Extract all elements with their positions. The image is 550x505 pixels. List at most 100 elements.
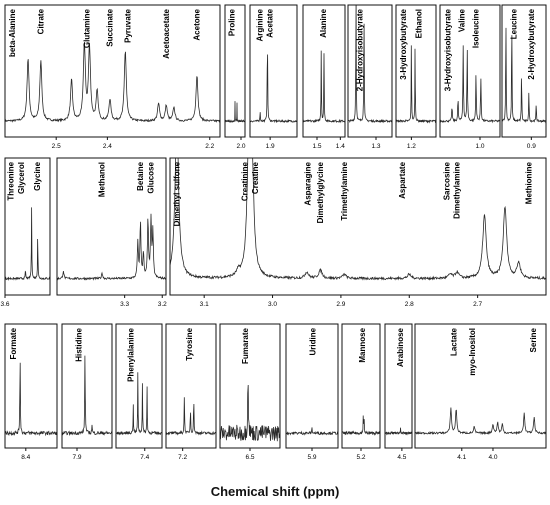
spectrum-line (62, 355, 112, 437)
spectrum-panel: 4.5 Arabinose (384, 323, 413, 461)
metabolite-label: Arginine (256, 8, 265, 41)
spectrum-line (5, 207, 50, 281)
tick-label: 2.4 (103, 143, 112, 150)
spectrum-line (225, 101, 245, 124)
tick-label: 0.9 (527, 143, 536, 150)
panel-frame (439, 4, 501, 138)
tick-label: 1.4 (336, 143, 345, 150)
metabolite-label: Alanine (319, 8, 328, 37)
tick-label: 2.9 (336, 301, 345, 308)
metabolite-label: 2-Hydroxyisobutyrate (356, 8, 365, 91)
metabolite-label: Leucine (510, 8, 519, 39)
tick-label: 7.4 (140, 454, 149, 461)
spectrum-line (116, 372, 162, 436)
metabolite-label: Serine (529, 327, 538, 352)
metabolite-label: Formate (9, 327, 18, 359)
panel-frame (302, 4, 346, 138)
spectrum-panel: 0.9 Leucine 2-Hydroxybutyrate (501, 4, 547, 150)
metabolite-label: Citrate (36, 8, 45, 34)
spectrum-line (348, 5, 392, 124)
spectrum-panel: 7.2 Tyrosine (165, 323, 217, 461)
spectrum-line (250, 54, 297, 124)
metabolite-label: Sarcosine (442, 161, 451, 200)
metabolite-label: Acetate (266, 8, 275, 37)
metabolite-label: Tyrosine (185, 327, 194, 360)
metabolite-label: Dimethyl sulfone (172, 161, 181, 226)
metabolite-label: Dimethylamine (453, 161, 462, 218)
metabolite-label: myo-Inositol (468, 328, 477, 376)
panel-frame (414, 323, 547, 449)
tick-label: 3.0 (268, 301, 277, 308)
spectrum-panel: 3.1 3.0 2.9 2.8 2.7 Dimethyl sulfone Creatinin… (169, 157, 547, 308)
spectrum-line (385, 427, 412, 436)
spectrum-panel: 3.3 3.2 Methanol Betaine Glucose (56, 157, 167, 308)
metabolite-label: Proline (228, 8, 237, 36)
metabolite-label: Creatinine (241, 161, 250, 201)
tick-label: 1.5 (312, 143, 321, 150)
metabolite-label: Histidine (75, 327, 84, 361)
spectrum-panel: 8.4 Formate (4, 323, 58, 461)
metabolite-label: 3-Hydroxyisobutyrate (444, 8, 453, 91)
spectrum-panel: 1.0 3-Hydroxyisobutyrate Valine Isoleucine (439, 4, 501, 150)
panel-frame (395, 4, 437, 138)
metabolite-label: Isoleucine (472, 8, 481, 48)
spectrum-line (303, 50, 345, 124)
x-axis-title: Chemical shift (ppm) (210, 484, 340, 499)
tick-label: 3.1 (200, 301, 209, 308)
spectrum-line (5, 42, 220, 123)
metabolite-label: Lactate (450, 327, 459, 356)
tick-label: 1.2 (407, 143, 416, 150)
metabolite-label: Fumarate (241, 327, 250, 364)
tick-label: 2.8 (405, 301, 414, 308)
metabolite-label: Phenylalanine (127, 327, 136, 381)
spectrum-panel: 5.2 Mannose (341, 323, 381, 461)
tick-label: 4.1 (457, 454, 466, 461)
spectrum-line (220, 384, 280, 442)
tick-label: 3.2 (158, 301, 167, 308)
tick-label: 4.5 (397, 454, 406, 461)
metabolite-label: Acetoacetate (162, 9, 171, 59)
panel-frame (56, 157, 167, 296)
metabolite-label: Dimethylglycine (316, 161, 325, 223)
tick-label: 1.3 (371, 143, 380, 150)
spectrum-line (166, 397, 216, 436)
metabolite-label: Glucose (147, 161, 156, 193)
metabolite-label: beta-Alanine (8, 8, 17, 57)
metabolite-label: Asparagine (304, 161, 313, 205)
tick-label: 1.9 (266, 143, 275, 150)
tick-label: 7.2 (178, 454, 187, 461)
spectrum-line (342, 415, 380, 436)
metabolite-label: Mannose (358, 327, 367, 362)
spectrum-panel: 7.9 Histidine (61, 323, 113, 461)
metabolite-label: Acetone (193, 8, 202, 40)
spectrum-line (396, 45, 436, 124)
metabolite-label: Arabinose (396, 327, 405, 367)
tick-label: 8.4 (21, 454, 30, 461)
spectrum-line (286, 427, 338, 436)
tick-label: 2.7 (473, 301, 482, 308)
spectrum-line (502, 27, 546, 124)
panel-frame (501, 4, 547, 138)
metabolite-label: Glutamine (82, 8, 91, 48)
metabolite-label: Trimethylamine (340, 161, 349, 220)
tick-label: 3.3 (120, 301, 129, 308)
metabolite-label: Betaine (136, 161, 145, 190)
metabolite-label: Threonine (7, 161, 16, 200)
panel-frame (61, 323, 113, 449)
tick-label: 2.0 (236, 143, 245, 150)
metabolite-label: Succinate (105, 8, 114, 46)
tick-label: 4.0 (488, 454, 497, 461)
metabolite-label: Pyruvate (123, 8, 132, 42)
spectrum-panel: 3.6 Threonine Glycerol Glycine (0, 157, 51, 308)
panel-frame (224, 4, 246, 138)
spectrum-panel: 1.9 Arginine Acetate (249, 4, 298, 150)
spectrum-line (57, 213, 166, 281)
panel-frame (4, 323, 58, 449)
metabolite-label: Aspartate (398, 161, 407, 198)
spectrum-panel: 1.2 3-Hydroxybutyrate Ethanol (395, 4, 437, 150)
metabolite-label: Creatine (251, 161, 260, 194)
panel-frame (115, 323, 163, 449)
spectrum-panel: 7.4 Phenylalanine (115, 323, 163, 461)
tick-label: 5.2 (356, 454, 365, 461)
